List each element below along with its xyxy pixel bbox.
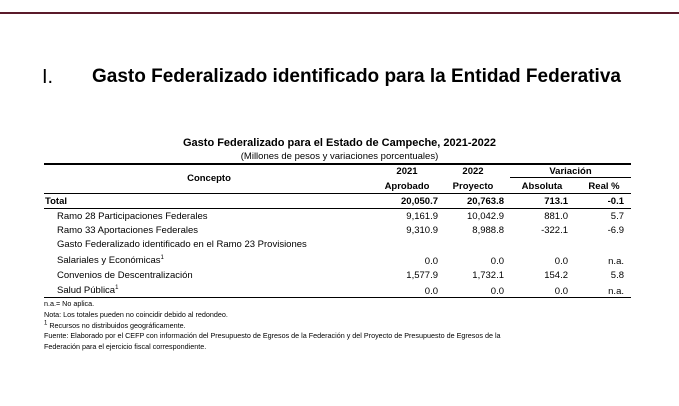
header-2021: 2021 — [396, 166, 418, 177]
row-convenios-abs: 154.2 — [544, 270, 568, 281]
table-title: Gasto Federalizado para el Estado de Cam… — [182, 137, 497, 149]
section-title: Gasto Federalizado identificado para la … — [92, 66, 621, 87]
row-ramo28-2022: 10,042.9 — [467, 211, 504, 222]
row-total-2022: 20,763.8 — [467, 196, 504, 207]
row-salud-label-text: Salud Pública — [57, 285, 116, 296]
row-total-abs: 713.1 — [544, 196, 568, 207]
row-ramo33-label: Ramo 33 Aportaciones Federales — [57, 225, 198, 236]
row-ramo23-abs: 0.0 — [554, 256, 568, 267]
row-convenios-label: Convenios de Descentralización — [57, 270, 193, 281]
section-number: I. — [42, 66, 54, 88]
row-ramo28-label: Ramo 28 Participaciones Federales — [57, 211, 208, 222]
row-ramo33-2022: 8,988.8 — [472, 225, 504, 236]
variacion-underline — [510, 177, 631, 178]
row-salud-footnote-mark: 1 — [115, 284, 119, 291]
table-notes: n.a.= No aplica. Nota: Los totales puede… — [44, 299, 644, 353]
row-ramo28-abs: 881.0 — [544, 211, 568, 222]
row-convenios-real: 5.8 — [610, 270, 624, 281]
row-salud-abs: 0.0 — [554, 286, 568, 297]
note-source-line1: Fuente: Elaborado por el CEFP con inform… — [44, 331, 501, 341]
row-total-real: -0.1 — [607, 196, 624, 207]
row-ramo23-label-text: Salariales y Económicas — [57, 255, 161, 266]
table-top-rule — [44, 163, 631, 165]
header-real: Real % — [588, 181, 620, 192]
row-salud-label: Salud Pública1 — [57, 285, 118, 296]
note-na: n.a.= No aplica. — [44, 299, 95, 308]
header-absoluta: Absoluta — [521, 181, 563, 192]
row-convenios-2021: 1,577.9 — [406, 270, 438, 281]
top-rule — [0, 12, 679, 14]
row-ramo28-real: 5.7 — [610, 211, 624, 222]
header-aprobado: Aprobado — [384, 181, 430, 192]
row-ramo23-2021: 0.0 — [424, 256, 438, 267]
header-2022: 2022 — [462, 166, 484, 177]
header-concepto: Concepto — [187, 173, 231, 184]
row-ramo23-label-line1: Gasto Federalizado identificado en el Ra… — [57, 239, 307, 250]
header-variacion: Variación — [549, 166, 592, 177]
row-convenios-2022: 1,732.1 — [472, 270, 504, 281]
header-proyecto: Proyecto — [452, 181, 494, 192]
row-total-2021: 20,050.7 — [401, 196, 438, 207]
row-salud-real: n.a. — [608, 286, 624, 297]
note-rounding: Nota: Los totales pueden no coincidir de… — [44, 309, 228, 319]
table-subtitle: (Millones de pesos y variaciones porcent… — [240, 151, 439, 162]
row-ramo23-footnote-mark: 1 — [160, 254, 164, 261]
row-ramo33-abs: -322.1 — [541, 225, 568, 236]
note-1: 1 Recursos no distribuidos geográficamen… — [44, 320, 644, 332]
row-salud-2021: 0.0 — [424, 286, 438, 297]
header-bottom-rule — [44, 193, 631, 194]
row-total-label: Total — [45, 196, 67, 207]
row-ramo33-2021: 9,310.9 — [406, 225, 438, 236]
note-source-line2: Federación para el ejercicio fiscal corr… — [44, 342, 207, 352]
note-1-text: Recursos no distribuidos geográficamente… — [49, 320, 186, 330]
section-heading: I. Gasto Federalizado identificado para … — [42, 66, 662, 94]
note-1-mark: 1 — [44, 320, 48, 327]
row-ramo23-label-line2: Salariales y Económicas1 — [57, 255, 164, 266]
total-bottom-rule — [44, 208, 631, 209]
table-bottom-rule — [44, 297, 631, 298]
row-ramo23-real: n.a. — [608, 256, 624, 267]
row-ramo33-real: -6.9 — [607, 225, 624, 236]
row-ramo23-2022: 0.0 — [490, 256, 504, 267]
row-salud-2022: 0.0 — [490, 286, 504, 297]
row-ramo28-2021: 9,161.9 — [406, 211, 438, 222]
